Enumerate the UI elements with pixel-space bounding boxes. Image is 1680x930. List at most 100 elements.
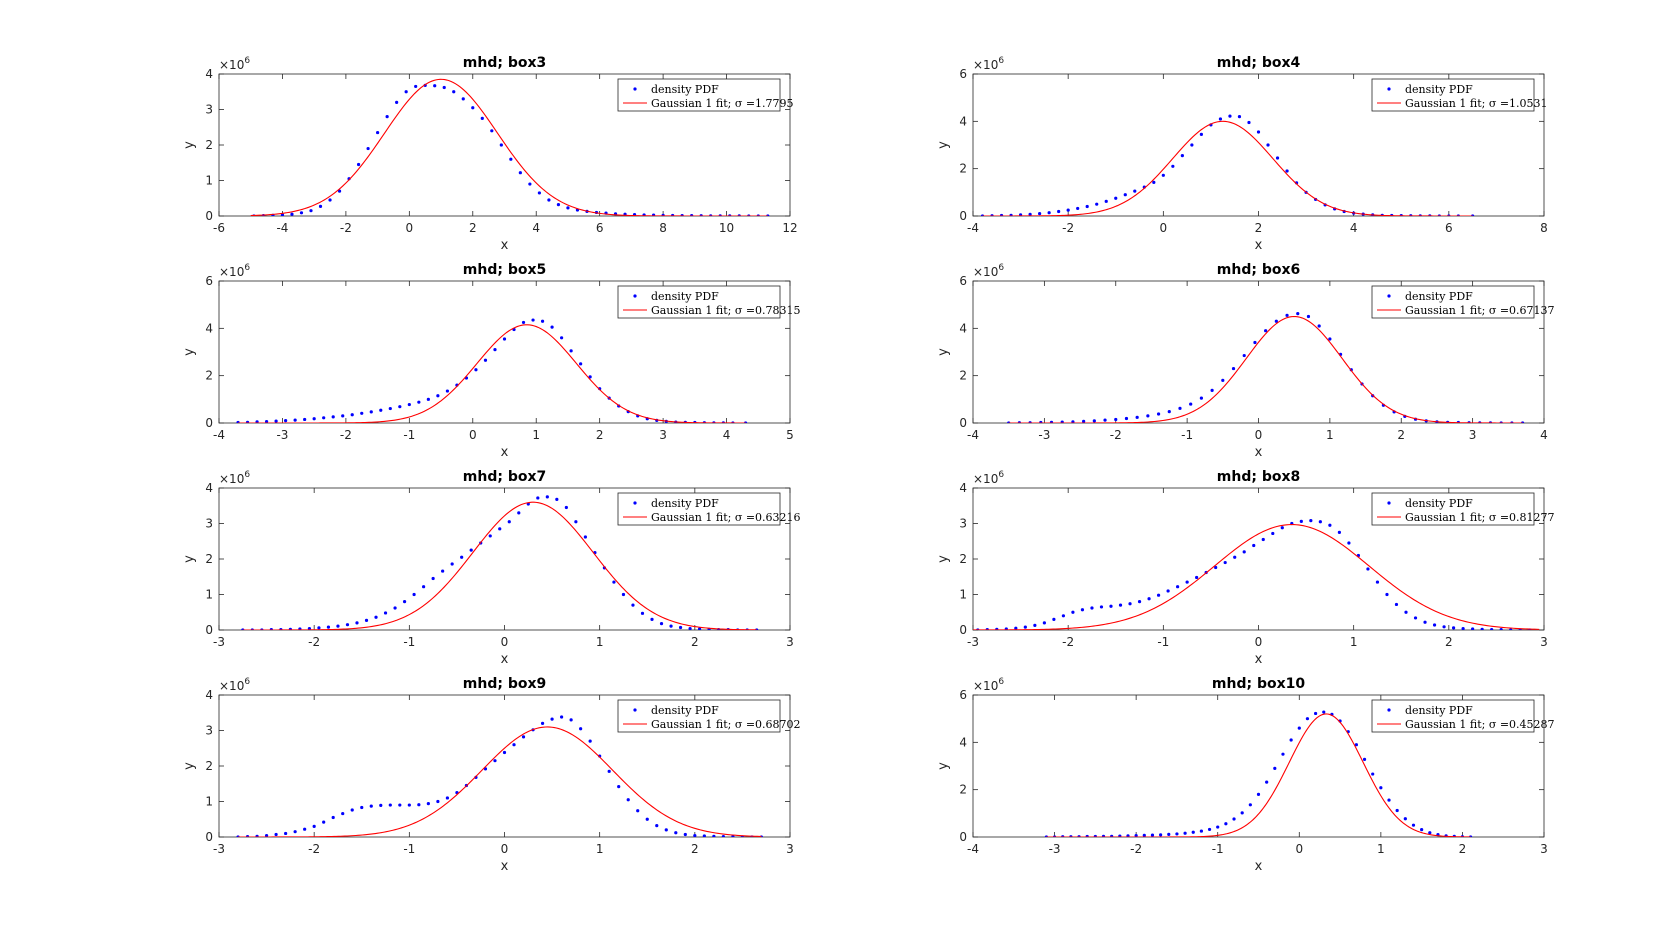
y-tick-label: 4 — [959, 114, 967, 128]
density-point — [547, 198, 551, 202]
density-point — [1218, 117, 1223, 121]
x-tick-label: -4 — [967, 842, 979, 856]
y-tick-label: 2 — [205, 369, 213, 383]
multiplier-base: ×10 — [219, 679, 244, 693]
legend-entry: Gaussian 1 fit; σ =0.45287 — [1405, 718, 1555, 731]
y-tick-label: 3 — [205, 103, 213, 117]
density-point — [1289, 738, 1293, 742]
density-point — [1274, 319, 1278, 323]
density-point — [442, 85, 446, 90]
density-point — [1432, 623, 1437, 627]
density-point — [550, 717, 554, 721]
density-point — [1256, 130, 1261, 134]
legend-point-swatch — [633, 87, 637, 91]
density-point — [398, 803, 402, 807]
density-point — [290, 212, 294, 216]
density-point — [1199, 829, 1203, 833]
density-point — [555, 497, 559, 501]
density-point — [1049, 420, 1054, 423]
density-point — [331, 815, 335, 820]
subplot-7: -3 -2 -1 0 1 2 3 0 1 2 3 4 ×106 mhd; box9 x y density PD… — [182, 676, 801, 874]
x-tick-label: -1 — [1181, 428, 1193, 442]
density-point — [493, 348, 497, 352]
density-point — [318, 204, 323, 209]
density-point — [1379, 786, 1383, 790]
x-tick-label: -2 — [340, 221, 352, 235]
density-point — [1199, 132, 1203, 136]
x-tick-label: 6 — [1445, 221, 1453, 235]
density-point — [1242, 550, 1246, 554]
x-axis-label: x — [1255, 859, 1263, 874]
density-point — [1264, 329, 1268, 333]
density-point — [1403, 817, 1407, 821]
density-point — [1014, 626, 1018, 630]
x-axis-label: x — [1255, 238, 1263, 253]
y-tick-label: 4 — [205, 688, 213, 702]
density-point — [393, 606, 397, 610]
density-point — [1195, 575, 1199, 580]
density-point — [1252, 543, 1256, 548]
density-point — [299, 211, 304, 215]
density-point — [284, 419, 288, 423]
x-tick-label: -1 — [403, 635, 415, 649]
density-point — [1214, 565, 1218, 570]
legend-box — [1371, 492, 1535, 526]
x-tick-label: 3 — [786, 842, 794, 856]
multiplier-exponent: 6 — [998, 263, 1004, 273]
density-point — [1038, 212, 1042, 216]
density-point — [1387, 798, 1391, 802]
subplot-title: mhd; box3 — [463, 55, 546, 71]
density-point — [550, 325, 554, 329]
density-point — [531, 318, 535, 322]
density-point — [1118, 834, 1122, 837]
x-tick-label: -3 — [967, 635, 979, 649]
density-point — [309, 209, 313, 213]
density-point — [1395, 808, 1399, 813]
density-point — [350, 808, 354, 812]
density-point — [1385, 592, 1389, 597]
density-point — [341, 414, 345, 418]
density-point — [1167, 410, 1171, 414]
x-tick-label: 2 — [1397, 428, 1405, 442]
x-tick-label: 3 — [1540, 842, 1548, 856]
x-axis-label: x — [501, 445, 509, 460]
density-point — [1052, 617, 1056, 621]
density-point — [322, 820, 326, 824]
y-axis-label: y — [936, 555, 951, 563]
density-point — [1126, 834, 1130, 837]
density-point — [1223, 560, 1227, 565]
x-tick-label: 4 — [1350, 221, 1358, 235]
density-point — [569, 349, 573, 353]
density-point — [1371, 772, 1375, 776]
x-tick-label: -2 — [1062, 221, 1074, 235]
y-tick-label: 3 — [205, 517, 213, 531]
density-point — [674, 831, 678, 835]
density-point — [1085, 204, 1089, 209]
density-point — [383, 611, 388, 615]
x-tick-label: -4 — [967, 428, 979, 442]
gaussian-fit-line — [973, 524, 1540, 630]
density-point — [293, 418, 297, 422]
density-point — [693, 833, 697, 837]
legend-box — [617, 78, 781, 112]
density-point — [1128, 602, 1132, 606]
multiplier-base: ×10 — [973, 472, 998, 486]
x-tick-label: -4 — [213, 428, 225, 442]
y-tick-label: 4 — [959, 321, 967, 335]
legend-entry: density PDF — [1405, 83, 1473, 96]
density-point — [659, 622, 664, 626]
y-tick-label: 1 — [205, 174, 213, 188]
x-tick-label: 0 — [1255, 635, 1263, 649]
y-tick-label: 0 — [959, 416, 967, 430]
x-axis-label: x — [1255, 445, 1263, 460]
x-tick-label: 3 — [1469, 428, 1477, 442]
density-point — [483, 358, 488, 362]
x-tick-label: 1 — [1377, 842, 1385, 856]
gaussian-fit-line — [1008, 315, 1523, 423]
density-point — [626, 798, 630, 802]
